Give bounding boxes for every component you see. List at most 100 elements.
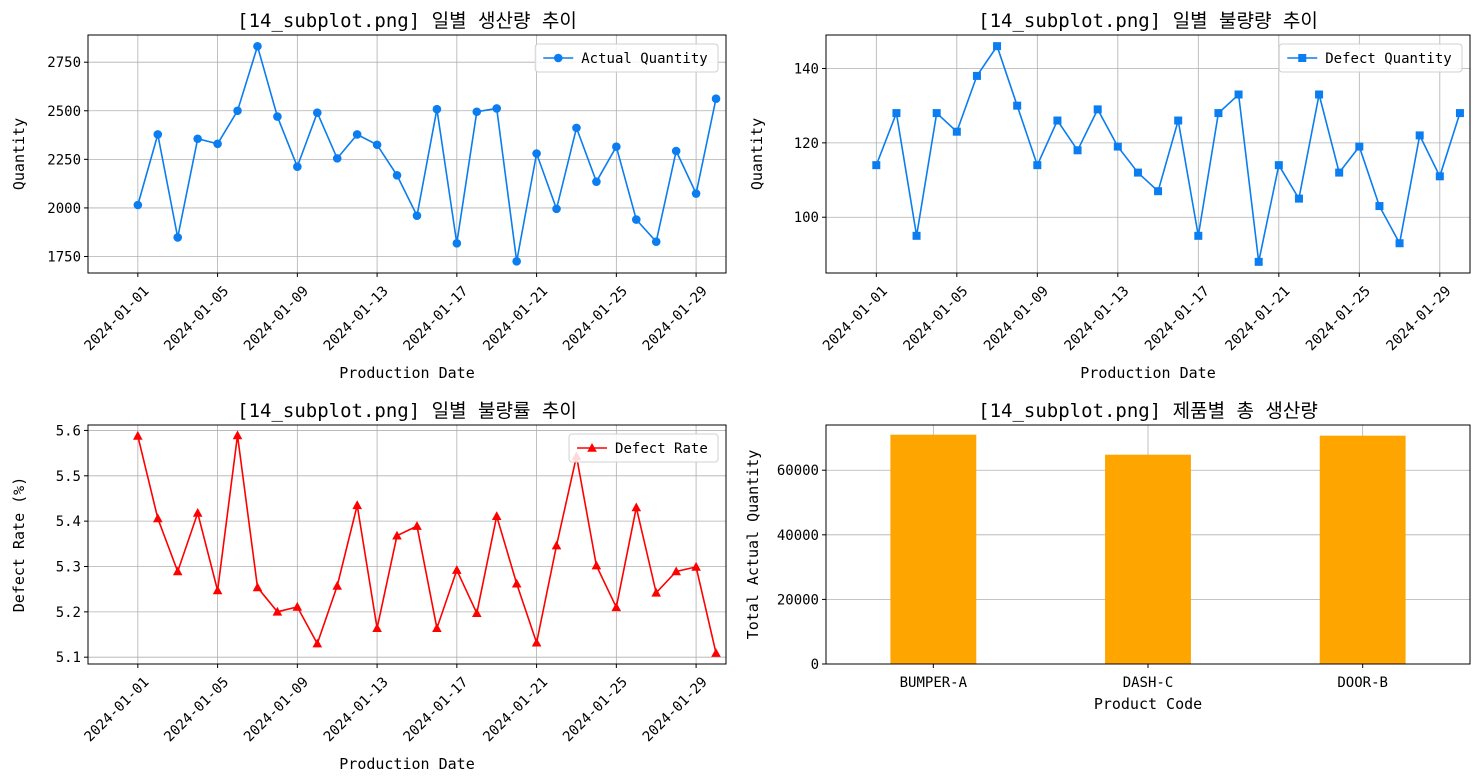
data-point bbox=[511, 578, 522, 588]
data-point bbox=[273, 112, 282, 121]
data-point bbox=[1335, 168, 1344, 177]
chart-daily-production: 1750 2000 2250 2500 2750 2024-01-01 2024-01-05… bbox=[10, 10, 727, 382]
y-tick-label: 2250 bbox=[47, 152, 81, 168]
y-tick-label: 5.1 bbox=[56, 650, 81, 666]
data-point bbox=[612, 142, 621, 152]
x-tick-label: 2024-01-09 bbox=[241, 283, 312, 354]
y-tick-label: 2750 bbox=[47, 55, 81, 71]
legend-label: Actual Quantity bbox=[581, 51, 707, 67]
y-axis-label: Quantity bbox=[748, 118, 766, 190]
x-tick-label: BUMPER-A bbox=[900, 675, 968, 691]
y-tick-label: 100 bbox=[794, 210, 819, 226]
bar-bumper-a bbox=[890, 434, 977, 664]
data-point bbox=[252, 582, 263, 592]
x-tick-label: 2024-01-21 bbox=[1223, 283, 1294, 354]
y-tick-label: 2000 bbox=[47, 201, 81, 217]
axes-frame bbox=[825, 34, 1471, 274]
y-tick-label: 0 bbox=[811, 657, 819, 673]
x-tick-label: 2024-01-17 bbox=[1142, 283, 1213, 354]
legend-label: Defect Quantity bbox=[1325, 51, 1451, 67]
data-point bbox=[552, 204, 561, 214]
data-point bbox=[332, 154, 342, 163]
x-tick-label: 2024-01-01 bbox=[82, 283, 153, 354]
axes-frame bbox=[87, 34, 727, 274]
data-point bbox=[412, 211, 422, 220]
data-point bbox=[1375, 202, 1384, 211]
legend-box bbox=[1278, 43, 1463, 73]
y-tick-label: 5.3 bbox=[56, 559, 81, 575]
data-point bbox=[472, 107, 482, 117]
y-tick-label: 1750 bbox=[47, 249, 81, 265]
x-tick-label: 2024-01-29 bbox=[640, 674, 711, 745]
data-point bbox=[192, 508, 203, 517]
data-point bbox=[892, 109, 901, 118]
y-tick-label: 140 bbox=[794, 61, 819, 77]
data-point bbox=[1254, 257, 1263, 266]
x-tick-label: 2024-01-21 bbox=[480, 283, 551, 354]
data-point bbox=[1415, 131, 1424, 140]
legend-label: Defect Rate bbox=[615, 441, 708, 457]
data-point bbox=[912, 231, 921, 240]
y-tick-label: 40000 bbox=[777, 528, 819, 544]
data-point bbox=[212, 585, 223, 595]
data-point bbox=[292, 601, 303, 611]
data-point bbox=[1395, 239, 1404, 248]
data-point bbox=[1455, 109, 1464, 118]
data-point bbox=[452, 238, 462, 248]
x-tick-label: 2024-01-25 bbox=[560, 283, 631, 354]
x-tick-label: 2024-01-09 bbox=[981, 283, 1052, 354]
x-tick-label: 2024-01-13 bbox=[1062, 283, 1133, 354]
data-point bbox=[532, 149, 541, 158]
data-point bbox=[872, 161, 881, 170]
data-point bbox=[312, 108, 322, 118]
legend-marker bbox=[553, 53, 563, 63]
y-tick-label: 5.2 bbox=[56, 605, 81, 621]
y-tick-label: 120 bbox=[794, 136, 819, 152]
data-point bbox=[711, 648, 721, 657]
x-tick-label: 2024-01-13 bbox=[321, 283, 392, 354]
data-point bbox=[253, 41, 262, 51]
x-tick-label: 2024-01-09 bbox=[241, 674, 312, 745]
data-point bbox=[531, 637, 542, 647]
data-point bbox=[173, 233, 183, 242]
y-tick-label: 5.6 bbox=[56, 423, 81, 439]
data-point bbox=[1194, 231, 1203, 240]
data-point bbox=[932, 109, 941, 118]
x-axis-label: Production Date bbox=[1080, 364, 1215, 382]
chart-title: [14_subplot.png] 제품별 총 생산량 bbox=[978, 400, 1318, 422]
data-point bbox=[993, 42, 1002, 51]
data-point bbox=[1033, 161, 1042, 170]
data-point bbox=[492, 104, 502, 113]
x-tick-label: 2024-01-29 bbox=[640, 283, 711, 354]
data-point bbox=[691, 189, 701, 198]
data-point bbox=[1113, 142, 1122, 151]
data-point bbox=[952, 127, 961, 136]
data-point bbox=[133, 430, 143, 440]
y-axis-label: Total Actual Quantity bbox=[744, 450, 762, 640]
data-point bbox=[1133, 168, 1142, 177]
y-tick-label: 2500 bbox=[47, 104, 81, 120]
x-tick-label: 2024-01-17 bbox=[401, 283, 472, 354]
data-point bbox=[352, 500, 362, 510]
legend-marker bbox=[587, 443, 597, 452]
data-point bbox=[1315, 90, 1324, 99]
data-point bbox=[172, 566, 183, 576]
data-point bbox=[452, 565, 462, 574]
axes-frame bbox=[87, 424, 727, 665]
x-tick-label: 2024-01-25 bbox=[1303, 283, 1374, 354]
data-point bbox=[392, 530, 402, 540]
data-point bbox=[432, 104, 442, 114]
y-tick-label: 60000 bbox=[777, 463, 819, 479]
data-point bbox=[1053, 116, 1062, 125]
legend: Defect Rate bbox=[568, 433, 719, 463]
data-point bbox=[1435, 172, 1444, 181]
x-tick-label: 2024-01-17 bbox=[401, 674, 472, 745]
data-point bbox=[332, 581, 342, 590]
data-point bbox=[233, 106, 242, 116]
data-point bbox=[651, 587, 661, 597]
data-point bbox=[193, 134, 202, 144]
y-tick-label: 5.5 bbox=[56, 469, 81, 485]
data-point bbox=[1355, 142, 1364, 151]
